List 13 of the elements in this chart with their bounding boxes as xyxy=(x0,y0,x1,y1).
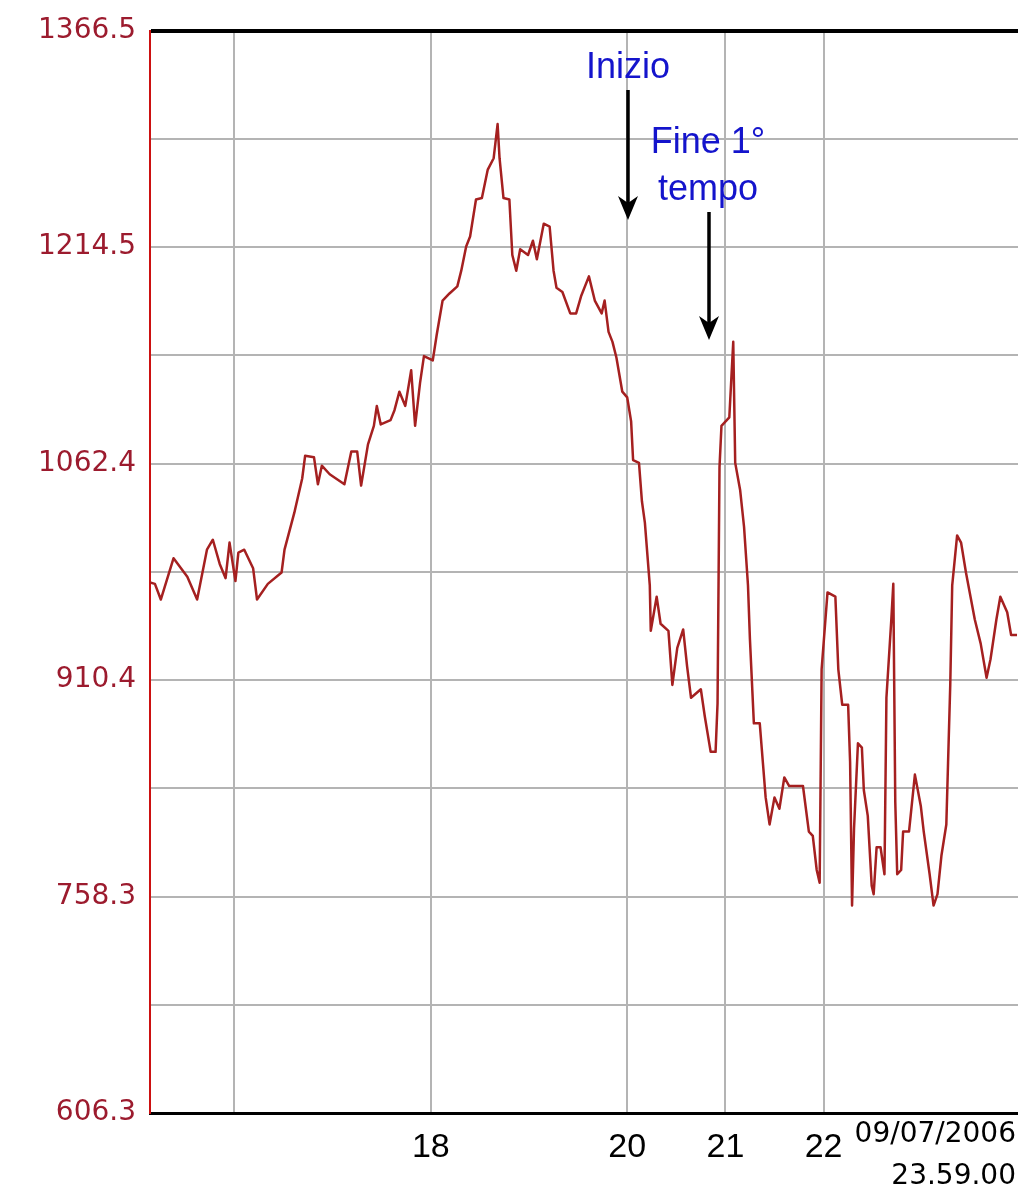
y-tick-label: 606.3 xyxy=(55,1094,136,1128)
x-tick-label: 18 xyxy=(411,1125,450,1164)
text: 09/07/2006 23.59.00 xyxy=(854,1116,1016,1192)
y-tick-label: 758.3 xyxy=(55,877,136,911)
y-tick-label: 1214.5 xyxy=(38,228,136,262)
x-tick-label: 20 xyxy=(608,1125,647,1164)
annotation: Fine 1° tempo xyxy=(650,119,766,208)
annotation: Inizio xyxy=(585,44,671,86)
y-tick-label: 910.4 xyxy=(55,661,136,695)
y-tick-label: 1062.4 xyxy=(38,444,136,478)
x-tick-label: 22 xyxy=(804,1125,843,1164)
x-tick-label: 21 xyxy=(706,1125,745,1164)
y-tick-label: 1366.5 xyxy=(38,12,136,46)
